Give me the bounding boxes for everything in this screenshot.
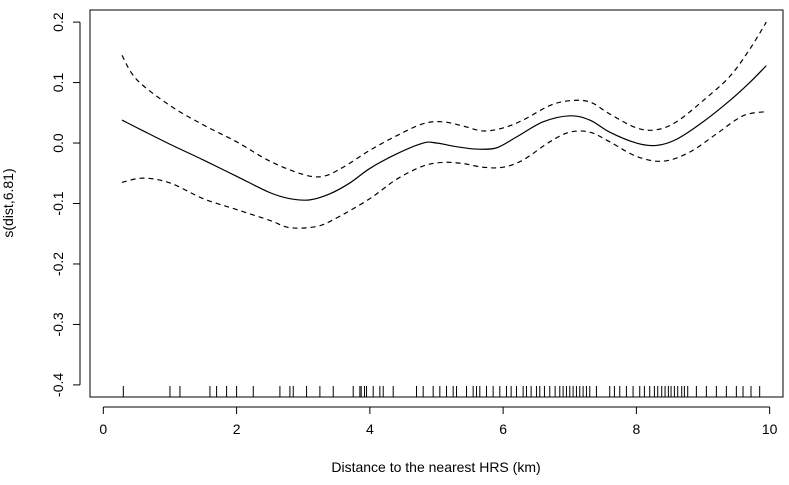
x-tick-label: 6 bbox=[499, 421, 507, 437]
y-tick-label: -0.2 bbox=[50, 252, 66, 276]
x-tick-label: 2 bbox=[233, 421, 241, 437]
x-tick-label: 10 bbox=[762, 421, 778, 437]
x-axis-title: Distance to the nearest HRS (km) bbox=[331, 459, 540, 475]
y-tick-label: 0.0 bbox=[50, 133, 66, 153]
rug-marks bbox=[122, 386, 761, 397]
y-tick-label: -0.1 bbox=[50, 191, 66, 215]
x-tick-label: 0 bbox=[99, 421, 107, 437]
y-axis-title: s(dist,6.81) bbox=[0, 168, 16, 237]
x-tick-label: 8 bbox=[633, 421, 641, 437]
y-tick-label: 0.2 bbox=[50, 12, 66, 32]
y-tick-label: 0.1 bbox=[50, 73, 66, 93]
plot-frame bbox=[89, 9, 784, 398]
y-tick-label: -0.4 bbox=[50, 373, 66, 397]
series-line-fit bbox=[121, 65, 767, 201]
x-axis: 0 2 4 6 8 10 bbox=[99, 406, 778, 437]
series-line-lower bbox=[121, 110, 767, 229]
x-tick-label: 4 bbox=[366, 421, 374, 437]
series-group bbox=[121, 21, 767, 229]
series-line-upper bbox=[121, 21, 767, 178]
y-axis: -0.4 -0.3 -0.2 -0.1 0.0 0.1 0.2 bbox=[50, 12, 81, 397]
y-tick-label: -0.3 bbox=[50, 312, 66, 336]
